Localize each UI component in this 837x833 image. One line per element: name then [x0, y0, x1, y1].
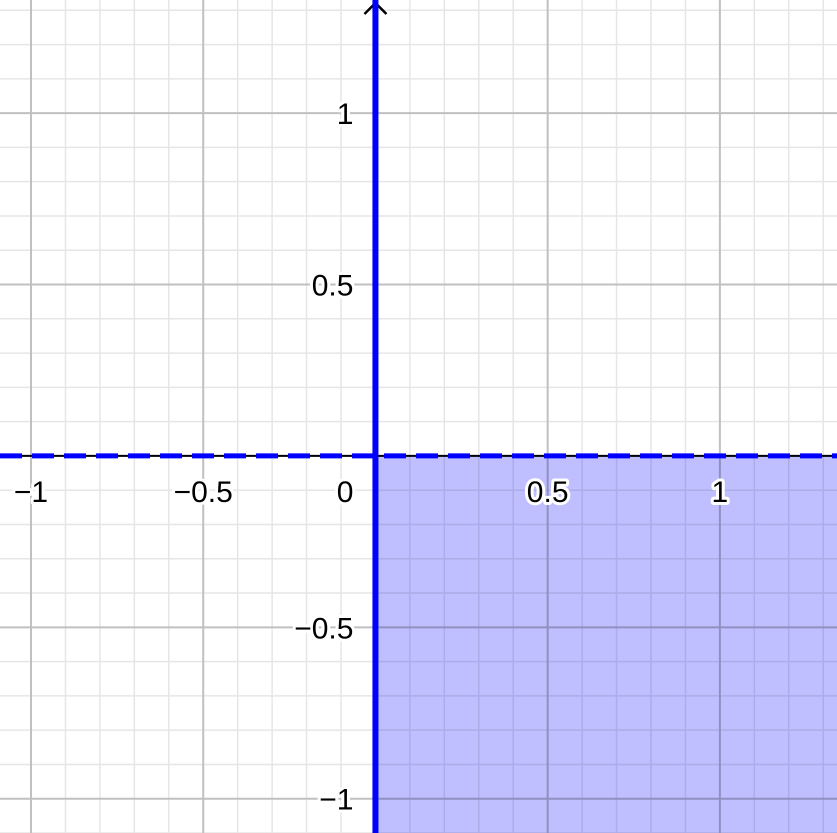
y-tick-label-halo: 1: [337, 98, 354, 131]
tick-labels: −1−1 −0.5−0.5 0.50.5 11110.50.5−0.5−0.5−1−1…: [11, 95, 731, 820]
x-tick-label-halo: 1: [712, 476, 729, 509]
x-tick-label-halo: 0.5: [527, 476, 569, 509]
x-tick-label-halo: −1: [14, 476, 48, 509]
y-tick-label: −1: [319, 784, 353, 817]
y-tick-label: 0.5: [312, 270, 354, 303]
x-tick-label: 1: [712, 476, 729, 509]
shaded-region-group: [375, 455, 837, 833]
origin-label-halo: 0: [337, 476, 354, 509]
y-tick-label-halo: −0.5: [294, 612, 353, 645]
origin-label: 0: [337, 476, 354, 509]
x-tick-label: 0.5: [527, 476, 569, 509]
x-tick-label-halo: −0.5: [174, 476, 233, 509]
x-tick-label: −0.5: [174, 476, 233, 509]
y-tick-label-halo: −1: [319, 784, 353, 817]
shaded-region: [375, 455, 837, 833]
y-tick-label: −0.5: [294, 612, 353, 645]
y-tick-label: 1: [337, 98, 354, 131]
x-tick-label: −1: [14, 476, 48, 509]
y-tick-label-halo: 0.5: [312, 270, 354, 303]
